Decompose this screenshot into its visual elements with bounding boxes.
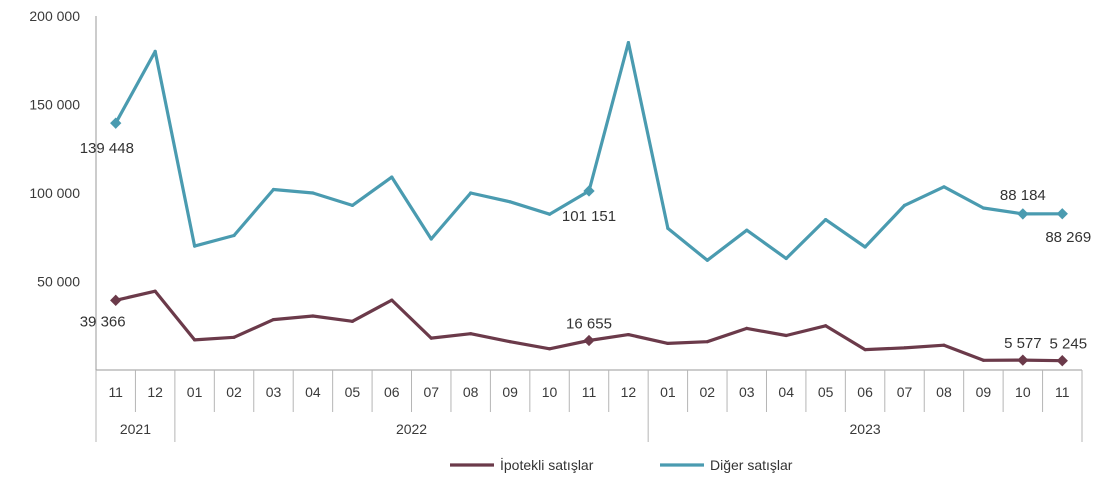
data-point [153,49,157,54]
legend: İpotekli satışlar Diğer satışlar [450,456,793,473]
data-point [311,314,315,318]
x-tick-label: 07 [897,384,913,400]
data-point [311,191,315,195]
data-point [508,200,512,204]
series-line-1 [114,40,1064,262]
x-tick-label: 07 [423,384,439,400]
x-tick-label: 04 [305,384,321,400]
x-axis-ticks: 11 12 01 02 03 04 05 06 07 08 09 10 11 12 01 02 03 04 05 06… [95,370,1083,412]
data-point [390,175,394,179]
x-tick-label: 12 [621,384,637,400]
data-point [626,40,631,45]
y-tick-label: 50 000 [37,274,80,290]
data-point [271,187,276,192]
x-tick-label: 11 [108,384,123,400]
year-group-label: 2021 [120,421,151,437]
x-tick-label: 05 [345,384,361,400]
y-tick-label: 150 000 [29,97,80,113]
x-tick-label: 02 [700,384,716,400]
data-point [902,203,907,207]
x-tick-label: 11 [1055,384,1070,400]
x-tick-label: 03 [739,384,755,400]
data-point [232,233,236,238]
data-point [469,332,473,336]
x-tick-label: 06 [384,384,400,400]
data-point [271,317,276,322]
data-point [705,340,709,344]
data-point [902,346,907,350]
data-point [942,185,946,189]
x-tick-label: 03 [266,384,282,400]
data-point [784,256,788,261]
x-tick-label: 02 [226,384,242,400]
highlight-marker [1056,208,1068,220]
data-point [824,217,828,222]
data-point [863,245,867,249]
highlight-marker [1056,355,1068,367]
series-layer [110,40,1068,367]
data-label: 5 577 [1004,335,1042,352]
data-point [981,206,986,210]
data-point [626,333,631,337]
data-point [193,244,197,248]
x-tick-label: 01 [660,384,676,400]
data-label: 39 366 [80,313,126,330]
x-tick-label: 10 [1015,384,1031,400]
data-point [429,237,433,241]
legend-label: Diğer satışlar [710,457,793,473]
x-tick-label: 01 [187,384,203,400]
data-point [469,191,473,195]
data-point [981,358,986,362]
data-point [666,226,670,230]
data-point [508,340,512,344]
data-point [942,343,946,347]
data-point [547,212,552,216]
data-label: 16 655 [566,316,612,333]
data-label: 139 448 [80,140,134,157]
data-point [745,228,749,232]
year-group-label: 2023 [850,421,881,437]
x-tick-label: 09 [502,384,518,400]
data-point [153,289,157,293]
highlight-marker [1017,354,1029,366]
data-point [350,203,354,207]
data-point [547,347,552,351]
data-point [745,326,749,331]
y-tick-label: 100 000 [29,185,80,201]
highlight-marker [1017,208,1029,220]
data-label: 5 245 [1050,336,1088,353]
data-point [784,333,788,338]
x-tick-label: 08 [463,384,479,400]
data-point [390,298,394,302]
data-point [193,338,197,342]
x-tick-label: 06 [857,384,873,400]
data-label: 88 269 [1045,229,1091,246]
x-tick-label: 11 [582,384,597,400]
legend-label: İpotekli satışlar [500,456,594,473]
y-axis-ticks: 200 000 150 000 100 000 50 000 [29,8,80,290]
x-tick-label: 10 [542,384,558,400]
data-point [824,324,828,328]
highlight-marker [583,185,595,197]
data-point [863,348,867,352]
year-group-labels: 2021 2022 2023 [95,412,1083,442]
data-point [666,341,670,346]
x-tick-label: 08 [936,384,952,400]
x-tick-label: 09 [976,384,992,400]
year-group-label: 2022 [396,421,427,437]
data-point [705,258,709,262]
data-label: 101 151 [562,208,616,225]
data-labels: 39 366 16 655 5 577 5 245 139 448 101 151 88 1… [80,140,1092,353]
highlight-marker [583,334,595,347]
data-point [350,319,354,323]
x-tick-label: 04 [778,384,794,400]
x-tick-label: 05 [818,384,834,400]
data-label: 88 184 [1000,187,1046,204]
data-point [232,335,236,339]
data-point [429,336,433,340]
y-tick-label: 200 000 [29,8,80,24]
x-tick-label: 12 [147,384,163,400]
highlight-marker [110,294,122,306]
